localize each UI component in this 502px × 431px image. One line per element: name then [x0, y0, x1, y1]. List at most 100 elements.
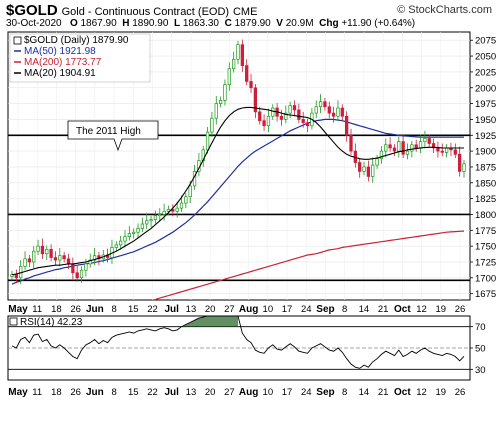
- x-tick-label: 24: [301, 304, 312, 315]
- candle-body: [271, 107, 275, 117]
- high-value: 1890.90: [132, 18, 169, 29]
- x-tick-label: 13: [186, 304, 197, 315]
- candle-body: [127, 233, 131, 237]
- candle-body: [14, 274, 18, 279]
- annotation-box: [67, 120, 159, 152]
- y-tick-label: 1700: [475, 273, 496, 284]
- y-tick-label: 1800: [475, 210, 496, 221]
- y-axis-ticks: 1675 1700 1725 1750 1775 1800 1825 1850 1875 1900…: [470, 36, 496, 300]
- candle-body: [71, 263, 75, 274]
- x-tick-label: 20: [205, 304, 216, 315]
- annotation-callout: The 2011 High: [67, 120, 159, 152]
- rsi-fill-area: [181, 316, 238, 327]
- rsi-polyline: [11, 315, 465, 369]
- x-tick-label-bottom: 26: [455, 387, 466, 398]
- candle-body: [53, 257, 58, 261]
- candle-body: [314, 106, 318, 114]
- candle-body: [458, 153, 462, 172]
- x-tick-label-bottom: 19: [435, 387, 446, 398]
- x-tick-label: Jun: [86, 304, 104, 315]
- x-tick-label: Sep: [316, 304, 334, 315]
- x-tick-label-bottom: Jun: [86, 387, 104, 398]
- candle-body: [158, 214, 162, 217]
- candle-body: [153, 215, 158, 220]
- candle-body: [379, 150, 384, 160]
- x-tick-label: 26: [70, 304, 81, 315]
- x-tick-label-bottom: 26: [70, 387, 81, 398]
- x-tick-label: 19: [435, 304, 446, 315]
- candle-body: [405, 150, 410, 155]
- y-tick-label: 1975: [475, 99, 496, 110]
- candle-body: [40, 245, 45, 255]
- x-tick-label-bottom: Aug: [239, 387, 258, 398]
- candle-body: [232, 58, 236, 70]
- candle-body: [145, 220, 149, 225]
- candle-body: [175, 207, 179, 212]
- candle-body: [336, 107, 340, 117]
- legend-ma20: MA(20) 1904.91: [24, 68, 96, 79]
- volume-label: V: [276, 18, 283, 29]
- x-tick-label-bottom: 21: [378, 387, 389, 398]
- candle-body: [288, 105, 292, 114]
- open-value: 1867.90: [80, 18, 117, 29]
- candle-body: [214, 103, 218, 119]
- rsi-tick-label: 30: [475, 365, 486, 376]
- candle-body: [301, 119, 305, 123]
- x-tick-label: 10: [263, 304, 274, 315]
- y-tick-label: 1775: [475, 226, 496, 237]
- x-tick-label-bottom: 15: [128, 387, 139, 398]
- x-tick-label: Oct: [394, 304, 411, 315]
- candle-body: [279, 115, 284, 120]
- close-value: 1879.90: [234, 18, 271, 29]
- candle-body: [318, 101, 323, 108]
- candle-body: [62, 255, 66, 260]
- y-tick-label: 1925: [475, 131, 496, 142]
- candle-body: [258, 111, 262, 122]
- candle-body: [45, 248, 49, 255]
- rsi-legend-swatch: [9, 317, 18, 326]
- candle-body: [453, 149, 457, 155]
- low-label: L: [173, 18, 181, 29]
- candle-body: [227, 68, 231, 85]
- symbol: $GOLD: [6, 2, 58, 19]
- x-tick-label: 27: [224, 304, 235, 315]
- candle-body: [323, 101, 327, 108]
- x-tick-label-bottom: 17: [282, 387, 293, 398]
- x-tick-label-bottom: Oct: [394, 387, 411, 398]
- candle-body: [266, 115, 271, 127]
- legend-price: $GOLD (Daily) 1879.90: [24, 35, 129, 46]
- candle-body: [79, 269, 84, 279]
- y-tick-label: 1825: [475, 194, 496, 205]
- open-label: O: [69, 18, 78, 29]
- candle-body: [401, 141, 405, 155]
- y-tick-label: 1900: [475, 147, 496, 158]
- annotation-text: The 2011 High: [76, 126, 141, 137]
- x-tick-label-bottom: 20: [205, 387, 216, 398]
- candle-body: [444, 147, 449, 153]
- x-axis-bottom-ticks: May 11 18 26 Jun 8 15 22 Jul 13 20 27 Aug 10 17 24 Sep 8 1…: [8, 387, 465, 398]
- candle-body: [440, 150, 444, 153]
- x-tick-label: 18: [51, 304, 62, 315]
- candle-body: [371, 164, 375, 177]
- candle-body: [205, 131, 210, 151]
- y-tick-label: 2025: [475, 67, 496, 78]
- candle-body: [119, 240, 123, 246]
- change-label: Chg: [319, 18, 339, 29]
- candle-body: [418, 141, 423, 149]
- x-tick-label: Aug: [239, 304, 258, 315]
- brand-watermark: © StockCharts.com: [397, 4, 492, 16]
- quote-date: 30-Oct-2020: [6, 18, 62, 29]
- candle-body: [149, 219, 153, 222]
- chart-title: $GOLD Gold - Continuous Contract (EOD) C…: [6, 2, 257, 19]
- x-tick-label-bottom: Sep: [316, 387, 334, 398]
- x-tick-label: 15: [128, 304, 139, 315]
- candle-body: [392, 147, 397, 152]
- rsi-tick-label: 50: [475, 344, 486, 355]
- y-tick-label: 1750: [475, 242, 496, 253]
- ma20-line: [11, 106, 464, 276]
- quote-line: 30-Oct-2020 O 1867.90 H 1890.90 L 1863.3…: [6, 18, 415, 29]
- description: Gold - Continuous Contract (EOD): [61, 6, 230, 18]
- candle-body: [123, 236, 127, 242]
- x-tick-label-bottom: 22: [147, 387, 158, 398]
- y-tick-label: 1675: [475, 289, 496, 300]
